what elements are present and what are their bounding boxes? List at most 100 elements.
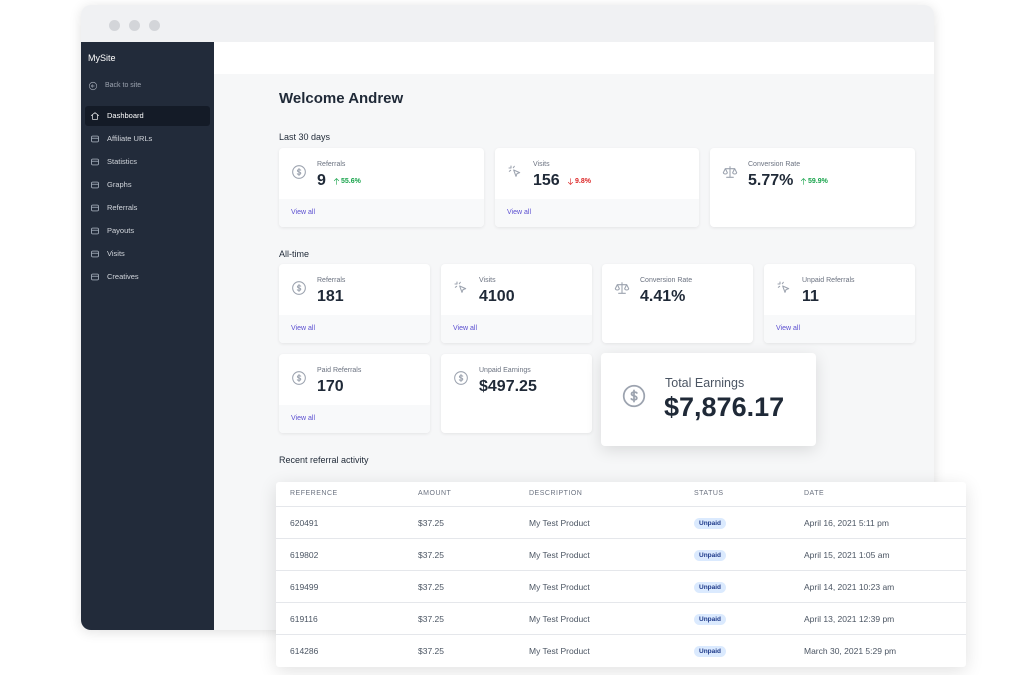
card-icon xyxy=(454,371,468,385)
total-earnings-value: $7,876.17 xyxy=(664,392,785,422)
nav-icon xyxy=(91,227,99,235)
view-all-link[interactable]: View all xyxy=(776,325,800,332)
stat-card: Referrals 181 View all xyxy=(279,264,430,343)
card-value: 11 xyxy=(802,288,819,305)
card-label: Unpaid Referrals xyxy=(802,277,855,284)
card-label: Referrals xyxy=(317,161,346,168)
card-value: 170 xyxy=(317,378,344,395)
card-icon xyxy=(292,165,306,179)
table-cell: April 16, 2021 5:11 pm xyxy=(804,518,889,528)
table-cell: 619116 xyxy=(290,614,318,624)
card-footer xyxy=(495,199,699,227)
card-value: $497.25 xyxy=(479,378,537,395)
stat-card: Paid Referrals 170 View all xyxy=(279,354,430,433)
stat-card: Referrals 9 55.6% View all xyxy=(279,148,484,227)
card-footer xyxy=(764,315,915,343)
view-all-link[interactable]: View all xyxy=(453,325,477,332)
row-divider xyxy=(276,570,966,571)
table-cell: My Test Product xyxy=(529,550,590,560)
nav-item[interactable]: Dashboard xyxy=(107,111,144,120)
nav-item[interactable]: Graphs xyxy=(107,180,132,189)
nav-item[interactable]: Payouts xyxy=(107,226,135,235)
nav-icon xyxy=(90,112,100,120)
card-label: Conversion Rate xyxy=(748,161,801,168)
nav-item[interactable]: Creatives xyxy=(107,272,139,281)
card-footer xyxy=(279,405,430,433)
card-label: Visits xyxy=(533,161,550,168)
stat-card: Visits 156 9.8% View all xyxy=(495,148,699,227)
nav-item[interactable]: Affiliate URLs xyxy=(107,134,153,143)
nav-active-bg xyxy=(85,106,210,126)
card-label: Unpaid Earnings xyxy=(479,367,531,374)
card-change: 55.6% xyxy=(341,178,361,185)
total-earnings-label: Total Earnings xyxy=(665,376,745,390)
nav-icon xyxy=(91,158,99,166)
stat-card: Conversion Rate 4.41% xyxy=(602,264,753,343)
table-cell: April 14, 2021 10:23 am xyxy=(804,582,895,592)
row-divider xyxy=(276,602,966,603)
stat-card: Conversion Rate 5.77% 59.9% xyxy=(710,148,915,227)
nav-item[interactable]: Statistics xyxy=(107,157,138,166)
status-badge: Unpaid xyxy=(694,646,727,657)
table-cell: My Test Product xyxy=(529,582,590,592)
column-header: REFERENCE xyxy=(290,490,338,497)
card-icon xyxy=(508,165,521,177)
page-title: Welcome Andrew xyxy=(279,90,404,107)
status-badge: Unpaid xyxy=(694,518,727,529)
view-all-link[interactable]: View all xyxy=(507,209,531,216)
card-icon xyxy=(722,166,738,178)
trend-arrow xyxy=(567,178,574,185)
table-cell: My Test Product xyxy=(529,646,590,656)
card-value: 5.77% xyxy=(748,172,794,189)
site-name: MySite xyxy=(88,53,116,63)
trend-arrow xyxy=(800,178,807,185)
view-all-link[interactable]: View all xyxy=(291,209,315,216)
table-cell: 619499 xyxy=(290,582,319,592)
nav-item[interactable]: Visits xyxy=(107,249,125,258)
card-icon xyxy=(454,281,467,293)
view-all-link[interactable]: View all xyxy=(291,415,315,422)
card-icon xyxy=(292,371,306,385)
column-header: AMOUNT xyxy=(418,490,452,497)
row-divider xyxy=(276,506,966,507)
table-cell: $37.25 xyxy=(418,646,444,656)
activity-table: REFERENCE AMOUNT DESCRIPTION STATUS DATE 6204… xyxy=(276,482,966,667)
section-heading: Recent referral activity xyxy=(279,455,369,465)
status-badge: Unpaid xyxy=(694,582,727,593)
card-footer xyxy=(441,315,592,343)
table-cell: 620491 xyxy=(290,518,319,528)
nav-item[interactable]: Referrals xyxy=(107,203,138,212)
view-all-link[interactable]: View all xyxy=(291,325,315,332)
card-label: Referrals xyxy=(317,277,346,284)
card-value: 181 xyxy=(317,288,344,305)
stat-card: Unpaid Referrals 11 View all xyxy=(764,264,915,343)
trend-arrow xyxy=(333,178,340,185)
card-icon xyxy=(622,384,646,408)
sidebar xyxy=(81,42,214,630)
table-cell: 619802 xyxy=(290,550,319,560)
card-change: 9.8% xyxy=(575,178,591,185)
stat-card: Unpaid Earnings $497.25 xyxy=(441,354,592,433)
card-icon xyxy=(614,282,630,294)
column-header: DATE xyxy=(804,490,825,497)
table-cell: My Test Product xyxy=(529,518,590,528)
card-value: 9 xyxy=(317,172,326,189)
nav-icon xyxy=(91,204,99,212)
table-cell: April 15, 2021 1:05 am xyxy=(804,550,890,560)
nav-icon xyxy=(91,273,99,281)
title-bar xyxy=(81,5,934,42)
back-link[interactable]: Back to site xyxy=(105,82,142,89)
table-cell: March 30, 2021 5:29 pm xyxy=(804,646,897,656)
nav-icon xyxy=(91,250,99,258)
card-value: 156 xyxy=(533,172,560,189)
table-cell: April 13, 2021 12:39 pm xyxy=(804,614,895,624)
card-change: 59.9% xyxy=(808,178,828,185)
top-header xyxy=(214,42,934,74)
card-value: 4100 xyxy=(479,288,515,305)
card-value: 4.41% xyxy=(640,288,686,305)
card-label: Paid Referrals xyxy=(317,367,362,374)
row-divider xyxy=(276,634,966,635)
status-badge: Unpaid xyxy=(694,614,727,625)
card-label: Conversion Rate xyxy=(640,277,693,284)
